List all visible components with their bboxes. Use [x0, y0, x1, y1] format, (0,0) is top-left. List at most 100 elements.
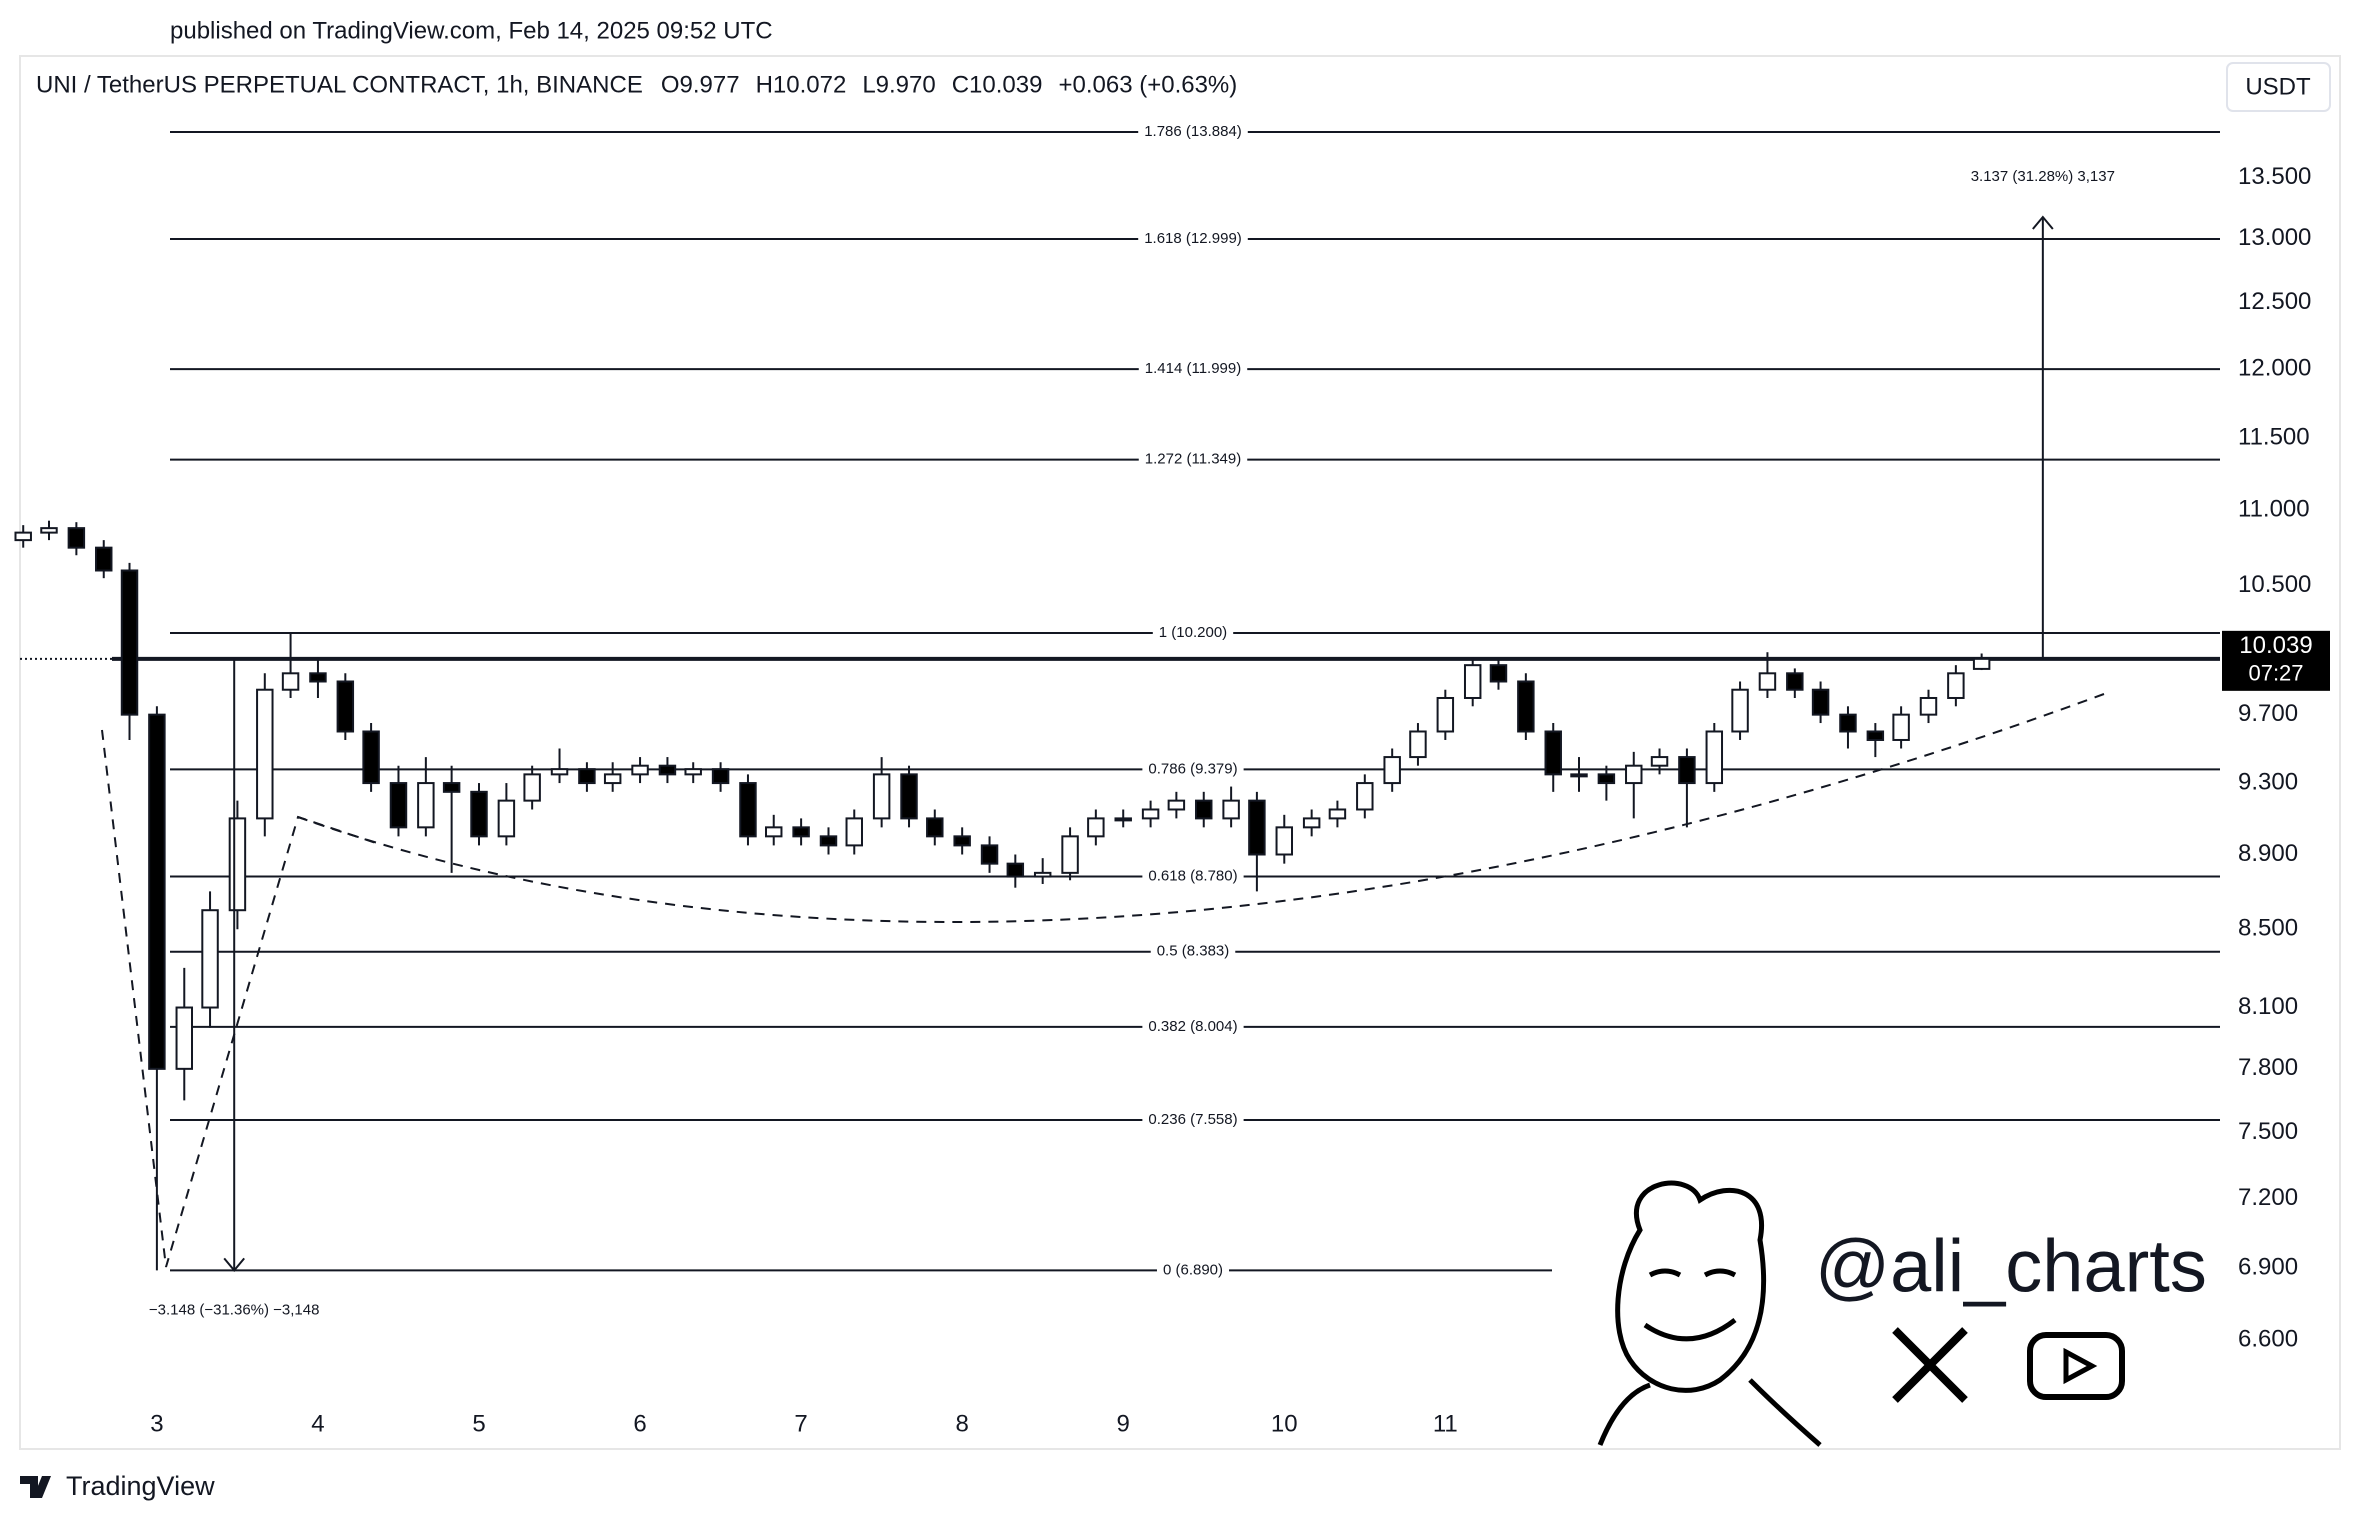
candle-body [1972, 657, 1991, 670]
candle-body [792, 826, 810, 838]
x-tick-label: 4 [311, 1410, 324, 1437]
candle-body [1650, 756, 1669, 767]
candle-body [1517, 680, 1535, 733]
fib-label-bg [1152, 622, 1234, 643]
fib-label: 1 (10.200) [1159, 624, 1227, 641]
candle-body [845, 817, 863, 847]
candle-body [953, 835, 971, 847]
ohlc-value: O9.977 [661, 71, 740, 98]
candle-body [362, 730, 380, 785]
fib-label-bg [1150, 941, 1236, 962]
zigzag [101, 729, 377, 1268]
candle-body [1275, 826, 1294, 856]
youtube-play [2063, 1347, 2098, 1385]
y-tick-label: 7.200 [2238, 1184, 2298, 1211]
currency-box[interactable] [2226, 62, 2331, 112]
y-tick-label: 12.000 [2238, 354, 2311, 381]
levels-layer: 1.786 (13.884) 1.618 (12.999) 1.414 (11.99… [20, 122, 2220, 1281]
candle-body [1570, 773, 1588, 778]
fib-label: 0.786 (9.379) [1148, 760, 1237, 777]
y-tick-label: 6.600 [2238, 1326, 2298, 1353]
candle-body [1302, 817, 1321, 829]
symbol-title: UNI / TetherUS PERPETUAL CONTRACT, 1h, B… [36, 71, 643, 98]
candle-body [1356, 782, 1374, 811]
fib-label: 0 (6.890) [1163, 1261, 1223, 1278]
candle-body [1061, 835, 1079, 874]
candle-body [1383, 756, 1401, 785]
candle-body [1463, 664, 1482, 699]
fib-label-bg [1138, 449, 1248, 470]
fib-label: 0.5 (8.383) [1157, 943, 1230, 960]
candle-body [1248, 799, 1266, 856]
y-tick-label: 8.500 [2238, 915, 2298, 942]
published-note: published on TradingView.com, Feb 14, 20… [170, 17, 773, 44]
measure-arrow [2032, 215, 2054, 230]
x-logo[interactable] [1892, 1327, 1968, 1403]
candle-body [1328, 808, 1347, 820]
candles-layer [14, 520, 1991, 1271]
y-tick-label: 12.500 [2238, 288, 2311, 315]
footer-logo[interactable]: TradingView [20, 1471, 215, 1501]
fib-label: 1.618 (12.999) [1144, 230, 1242, 247]
x-tick-label: 3 [150, 1410, 163, 1437]
ohlc-value: L9.970 [862, 71, 935, 98]
price-tag [2222, 630, 2330, 691]
chart-frame [19, 55, 2341, 1450]
fib-label-bg [1138, 359, 1248, 380]
fib-label: 0.618 (8.780) [1148, 868, 1237, 885]
candle-body [1087, 817, 1105, 838]
fib-label-bg [1142, 759, 1244, 780]
x-tick-label: 6 [633, 1410, 646, 1437]
footer-brand[interactable]: TradingView [66, 1471, 215, 1501]
candle-body [417, 782, 435, 829]
fib-label-bg [1142, 866, 1244, 887]
y-tick-label: 13.500 [2238, 163, 2311, 190]
candle-body [148, 713, 166, 1070]
candle-body [228, 817, 247, 912]
candle-body [550, 768, 569, 776]
candle-body [389, 782, 408, 829]
x-tick-label: 10 [1271, 1410, 1298, 1437]
candle-body [120, 569, 139, 716]
fib-label: 0.382 (8.004) [1148, 1018, 1237, 1035]
watermark: @ali_charts [1552, 1170, 2232, 1448]
cup-curve [297, 693, 2105, 923]
fib-label: 1.786 (13.884) [1144, 123, 1242, 140]
candle-body [1919, 696, 1938, 716]
candle-body [1222, 799, 1240, 820]
candle-body [67, 527, 86, 549]
candle-body [1597, 773, 1616, 785]
y-tick-label: 6.900 [2238, 1253, 2298, 1280]
face-drawing [1597, 1180, 1822, 1447]
candle-body [631, 764, 649, 776]
candle-body [470, 790, 488, 838]
candle-body [1141, 808, 1160, 820]
candle-body [309, 672, 327, 683]
currency-label[interactable]: USDT [2245, 73, 2311, 100]
fib-label: 0.236 (7.558) [1148, 1111, 1237, 1128]
candle-body [1436, 696, 1455, 733]
price-tag-countdown: 07:27 [2248, 661, 2303, 686]
fib-label-bg [1142, 1110, 1244, 1131]
candle-body [578, 768, 596, 785]
watermark-bg [1552, 1170, 2232, 1448]
pattern-drawings [101, 693, 2105, 1268]
candle-body [900, 773, 918, 820]
fib-label: 1.414 (11.999) [1145, 360, 1241, 377]
candle-body [684, 768, 702, 776]
tv-logo-mark [20, 1476, 51, 1498]
candle-body [1947, 672, 1965, 699]
candle-body [603, 773, 622, 785]
candle-body [1489, 664, 1508, 683]
youtube-logo[interactable] [2027, 1332, 2125, 1400]
candle-body [1705, 730, 1724, 785]
y-tick-label: 11.000 [2238, 496, 2310, 523]
y-tick-label: 8.100 [2238, 993, 2298, 1020]
candle-body [281, 672, 300, 691]
candle-body [336, 680, 355, 733]
price-tag-value: 10.039 [2239, 632, 2312, 659]
fib-label-bg [1138, 229, 1248, 250]
candle-body [658, 764, 677, 776]
